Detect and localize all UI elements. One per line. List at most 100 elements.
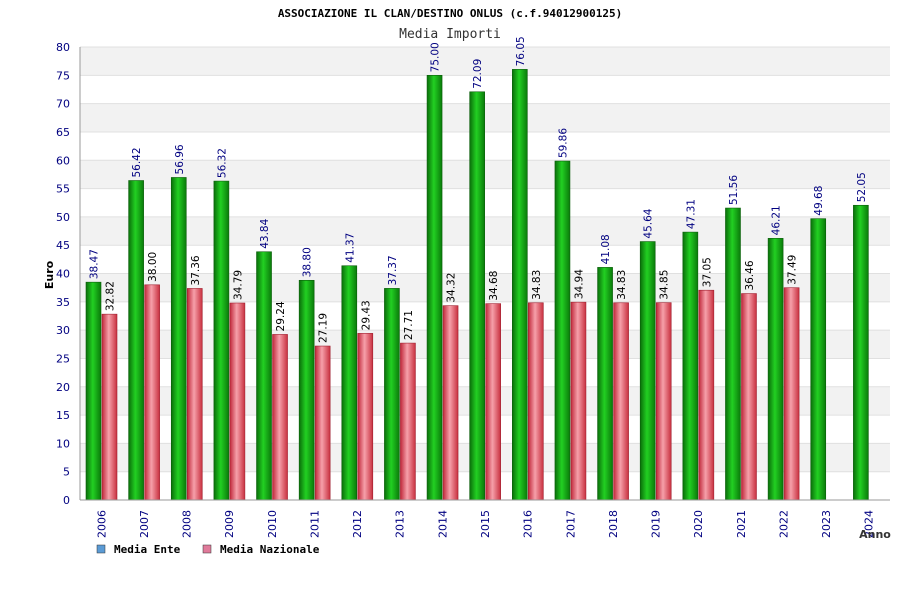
y-tick-label: 25 [56,352,70,365]
bar-media-ente [725,207,741,501]
y-tick-label: 20 [56,381,70,394]
data-label-nazionale: 34.68 [488,271,500,301]
bar-media-ente [597,267,613,501]
x-tick-label: 2024 [863,510,876,538]
bar-media-nazionale [101,313,118,501]
bar-media-nazionale [314,345,331,501]
bar-media-ente [554,160,571,501]
data-label-nazionale: 36.46 [744,260,756,290]
bar-media-nazionale [229,302,246,501]
grid-band [80,103,890,132]
x-tick-label: 2014 [436,510,449,538]
x-tick-label: 2016 [522,510,535,538]
data-label-ente: 56.96 [174,144,186,174]
y-tick-label: 75 [56,69,70,82]
data-label-ente: 75.00 [430,42,442,72]
data-label-ente: 51.56 [728,175,740,205]
y-tick-label: 35 [56,296,70,309]
x-tick-label: 2020 [692,510,705,538]
x-tick-label: 2023 [820,510,833,538]
data-label-ente: 59.86 [557,128,569,158]
x-axis-label: Anno [859,528,891,541]
bar-media-ente [469,91,485,501]
bar-media-ente [639,241,656,501]
x-tick-label: 2017 [564,510,577,538]
bar-media-ente [512,69,528,501]
legend-label-nazionale: Media Nazionale [220,543,320,556]
data-label-ente: 46.21 [771,205,783,235]
bar-media-nazionale [186,288,203,501]
y-tick-label: 0 [63,494,70,507]
legend: Media Ente Media Nazionale [96,543,320,556]
data-label-nazionale: 34.94 [573,269,585,299]
data-label-nazionale: 37.05 [701,257,713,287]
data-label-ente: 56.32 [216,148,228,178]
bar-media-nazionale [357,333,374,501]
axes: 0 5 10 15 20 25 30 35 40 45 50 55 60 65 70 75 80 2006 2007… [56,41,890,538]
data-label-ente: 47.31 [685,199,697,229]
x-tick-label: 2009 [223,510,236,538]
data-label-ente: 45.64 [643,208,655,238]
x-tick-label: 2015 [479,510,492,538]
x-tick-label: 2019 [650,510,663,538]
data-label-nazionale: 37.36 [190,255,202,285]
bar-media-nazionale [144,284,160,501]
data-label-ente: 38.80 [302,247,314,277]
bar-media-ente [767,238,784,501]
y-tick-label: 80 [56,41,70,54]
data-label-nazionale: 27.71 [403,310,415,340]
bar-media-nazionale [485,303,501,501]
x-tick-label: 2012 [351,510,364,538]
bar-media-nazionale [613,302,629,501]
data-label-ente: 38.47 [89,249,101,279]
data-label-ente: 76.05 [515,36,527,66]
bars: 38.47 32.82 56.42 38.00 56.96 37.36 56.32 34.79… [85,36,869,501]
data-label-ente: 43.84 [259,218,271,248]
bar-media-ente [128,180,144,501]
data-label-nazionale: 34.83 [616,270,628,300]
bar-media-nazionale [741,293,757,501]
chart-subtitle: Media Importi [399,27,501,42]
y-tick-label: 60 [56,154,70,167]
bar-media-ente [682,231,699,501]
bar-media-ente [298,279,315,501]
data-label-nazionale: 34.85 [659,270,671,300]
data-label-nazionale: 34.83 [531,270,543,300]
bar-media-ente [213,180,230,501]
bar-media-ente [853,204,869,501]
y-axis-label: Euro [43,260,56,289]
data-label-nazionale: 34.79 [232,270,244,300]
data-label-ente: 49.68 [813,186,825,216]
data-label-nazionale: 27.19 [318,313,330,343]
y-tick-label: 70 [56,98,70,111]
bar-media-ente [170,177,187,501]
legend-swatch-ente [96,544,106,554]
data-label-nazionale: 29.43 [360,300,372,330]
grid-band [80,47,890,76]
bar-media-ente [426,75,443,501]
data-label-ente: 41.08 [600,234,612,264]
bar-media-nazionale [698,289,715,501]
y-tick-label: 10 [56,437,70,450]
bar-media-nazionale [528,302,544,501]
chart-title: ASSOCIAZIONE IL CLAN/DESTINO ONLUS (c.f.… [278,7,622,20]
bar-media-ente [85,281,102,501]
x-tick-label: 2011 [308,510,321,538]
y-tick-label: 15 [56,409,70,422]
data-label-nazionale: 37.49 [787,255,799,285]
bar-media-nazionale [442,305,459,501]
bar-media-ente [384,288,400,501]
bar-media-nazionale [655,302,672,501]
legend-swatch-nazionale [202,544,212,554]
x-tick-label: 2021 [735,510,748,538]
data-label-ente: 37.37 [387,255,399,285]
data-label-nazionale: 38.00 [147,252,159,282]
bar-media-nazionale [783,287,800,501]
y-tick-label: 40 [56,268,70,281]
data-label-nazionale: 32.82 [105,281,117,311]
y-tick-label: 65 [56,126,70,139]
grid-band [80,160,890,189]
bar-media-nazionale [400,342,416,501]
